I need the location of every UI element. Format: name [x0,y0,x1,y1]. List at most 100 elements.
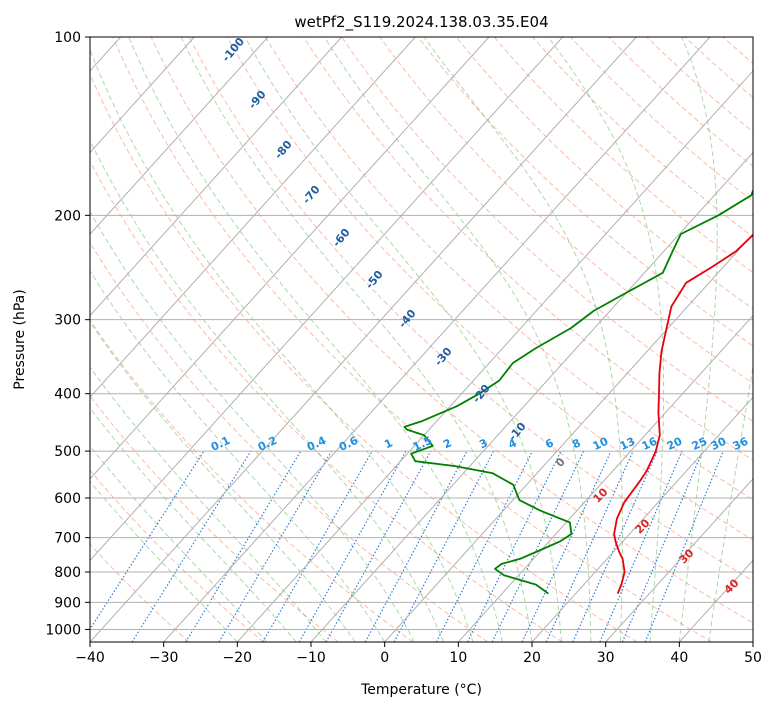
moist-adiabat-line [90,320,356,642]
y-tick-label: 700 [54,531,81,547]
moist-adiabat-line [128,37,503,642]
mixing-ratio-line [131,450,252,642]
x-axis-ticks: −40 −30 −20 −10 0 10 20 30 40 50 [75,642,762,666]
chart-title: wetPf2_S119.2024.138.03.35.E04 [294,13,548,32]
mixing-ratio-label: 13 [618,435,637,453]
mixing-ratio-line [90,450,205,631]
mixing-ratio-line [435,450,533,642]
dry-adiabat-line [417,37,753,347]
mixing-ratio-line [325,450,432,642]
dry-adiabat-line [90,241,488,642]
mixing-ratio-line [364,450,468,642]
y-tick-label: 600 [54,491,81,507]
mixing-ratio-label: 30 [709,435,729,453]
isotherm-line [163,37,711,642]
plot-frame [89,36,754,643]
isotherm-line [310,151,753,642]
y-axis-ticks: 100 200 300 400 500 600 700 800 900 1000 [45,30,90,638]
x-tick-label: 0 [380,650,389,666]
x-tick-label: −40 [75,650,105,666]
y-tick-label: 300 [54,313,81,329]
mixing-ratio-line [262,450,373,642]
x-tick-label: −30 [149,650,179,666]
isotherm-line [90,37,490,480]
dry-adiabat-line [188,37,753,582]
moist-adiabat-line [678,37,718,642]
moist-adiabat-line [180,37,533,642]
x-tick-label: 30 [597,650,615,666]
moist-adiabat-line [90,210,415,642]
x-tick-label: −20 [223,650,253,666]
dry-adiabat-line [150,37,753,624]
mixing-ratio-line [644,450,724,642]
mixing-ratio-line [521,450,612,642]
y-tick-label: 1000 [45,622,81,638]
mixing-ratio-line [298,450,407,642]
isotherm-line [752,641,753,642]
moist-adiabat-line [90,48,474,642]
moist-adiabat-line [90,480,238,642]
isotherm-line [90,37,564,562]
dry-adiabat-line [455,37,753,310]
x-tick-label: −10 [296,650,326,666]
isotherm-line [605,478,753,642]
isotherm-line [90,37,195,154]
moist-adiabat-line [423,37,623,642]
moist-adiabat-line [90,139,445,642]
moist-adiabat-line [547,37,665,642]
profile-lines [403,188,753,595]
dry-adiabat-line [90,72,638,642]
mixing-ratio-lines [90,450,724,642]
dry-adiabat-line [90,395,339,642]
isotherm-line [90,37,343,317]
moist-adiabat-line [244,37,562,642]
skewed-isotherms [90,37,753,642]
plot-background [90,37,753,642]
isotherm-line [90,37,416,399]
pressure-gridlines [90,37,753,630]
y-tick-label: 500 [54,444,81,460]
dry-adiabat-line [112,37,712,642]
mixing-ratio-line [491,450,585,642]
mixing-ratio-label: 10 [591,435,611,453]
y-tick-label: 200 [54,208,81,224]
mixing-ratio-label: 16 [640,435,660,453]
dry-adiabat-line [90,469,264,642]
isotherm-line [90,37,637,642]
moist-adiabat-line [90,407,297,642]
x-tick-label: 50 [744,650,762,666]
isotherm-line [457,314,753,642]
dry-adiabat-line [226,37,753,541]
y-tick-label: 900 [54,595,81,611]
x-tick-label: 40 [670,650,688,666]
dewpoint-profile-line [403,188,753,595]
y-tick-label: 400 [54,387,81,403]
moist-adiabats [90,37,753,642]
x-tick-label: 10 [449,650,467,666]
y-tick-label: 100 [54,30,81,46]
x-tick-label: 20 [523,650,541,666]
dry-adiabat-line [264,37,753,501]
isotherm-line [384,233,753,642]
moist-adiabat-line [323,37,592,642]
y-tick-label: 800 [54,565,81,581]
isotherm-line [90,37,269,235]
moist-adiabat-line [90,445,268,642]
mixing-ratio-label: 36 [731,435,751,453]
y-axis-label: Pressure (hPa) [12,289,28,389]
isotherm-line [531,396,753,642]
moist-adiabat-line [708,363,753,642]
mixing-ratio-line [393,450,495,642]
mixing-ratio-label: 20 [665,435,685,453]
mixing-ratio-line [185,450,302,642]
mixing-ratio-line [467,450,562,642]
temperature-profile-line [613,233,753,594]
mixing-ratio-label: 25 [690,435,709,453]
dry-adiabat-line [90,160,563,642]
dry-adiabat-line [341,37,753,423]
mixing-ratio-line [621,450,704,642]
moist-adiabat-line [90,269,386,642]
x-axis-label: Temperature (°C) [360,682,482,698]
isotherm-line [236,70,753,642]
